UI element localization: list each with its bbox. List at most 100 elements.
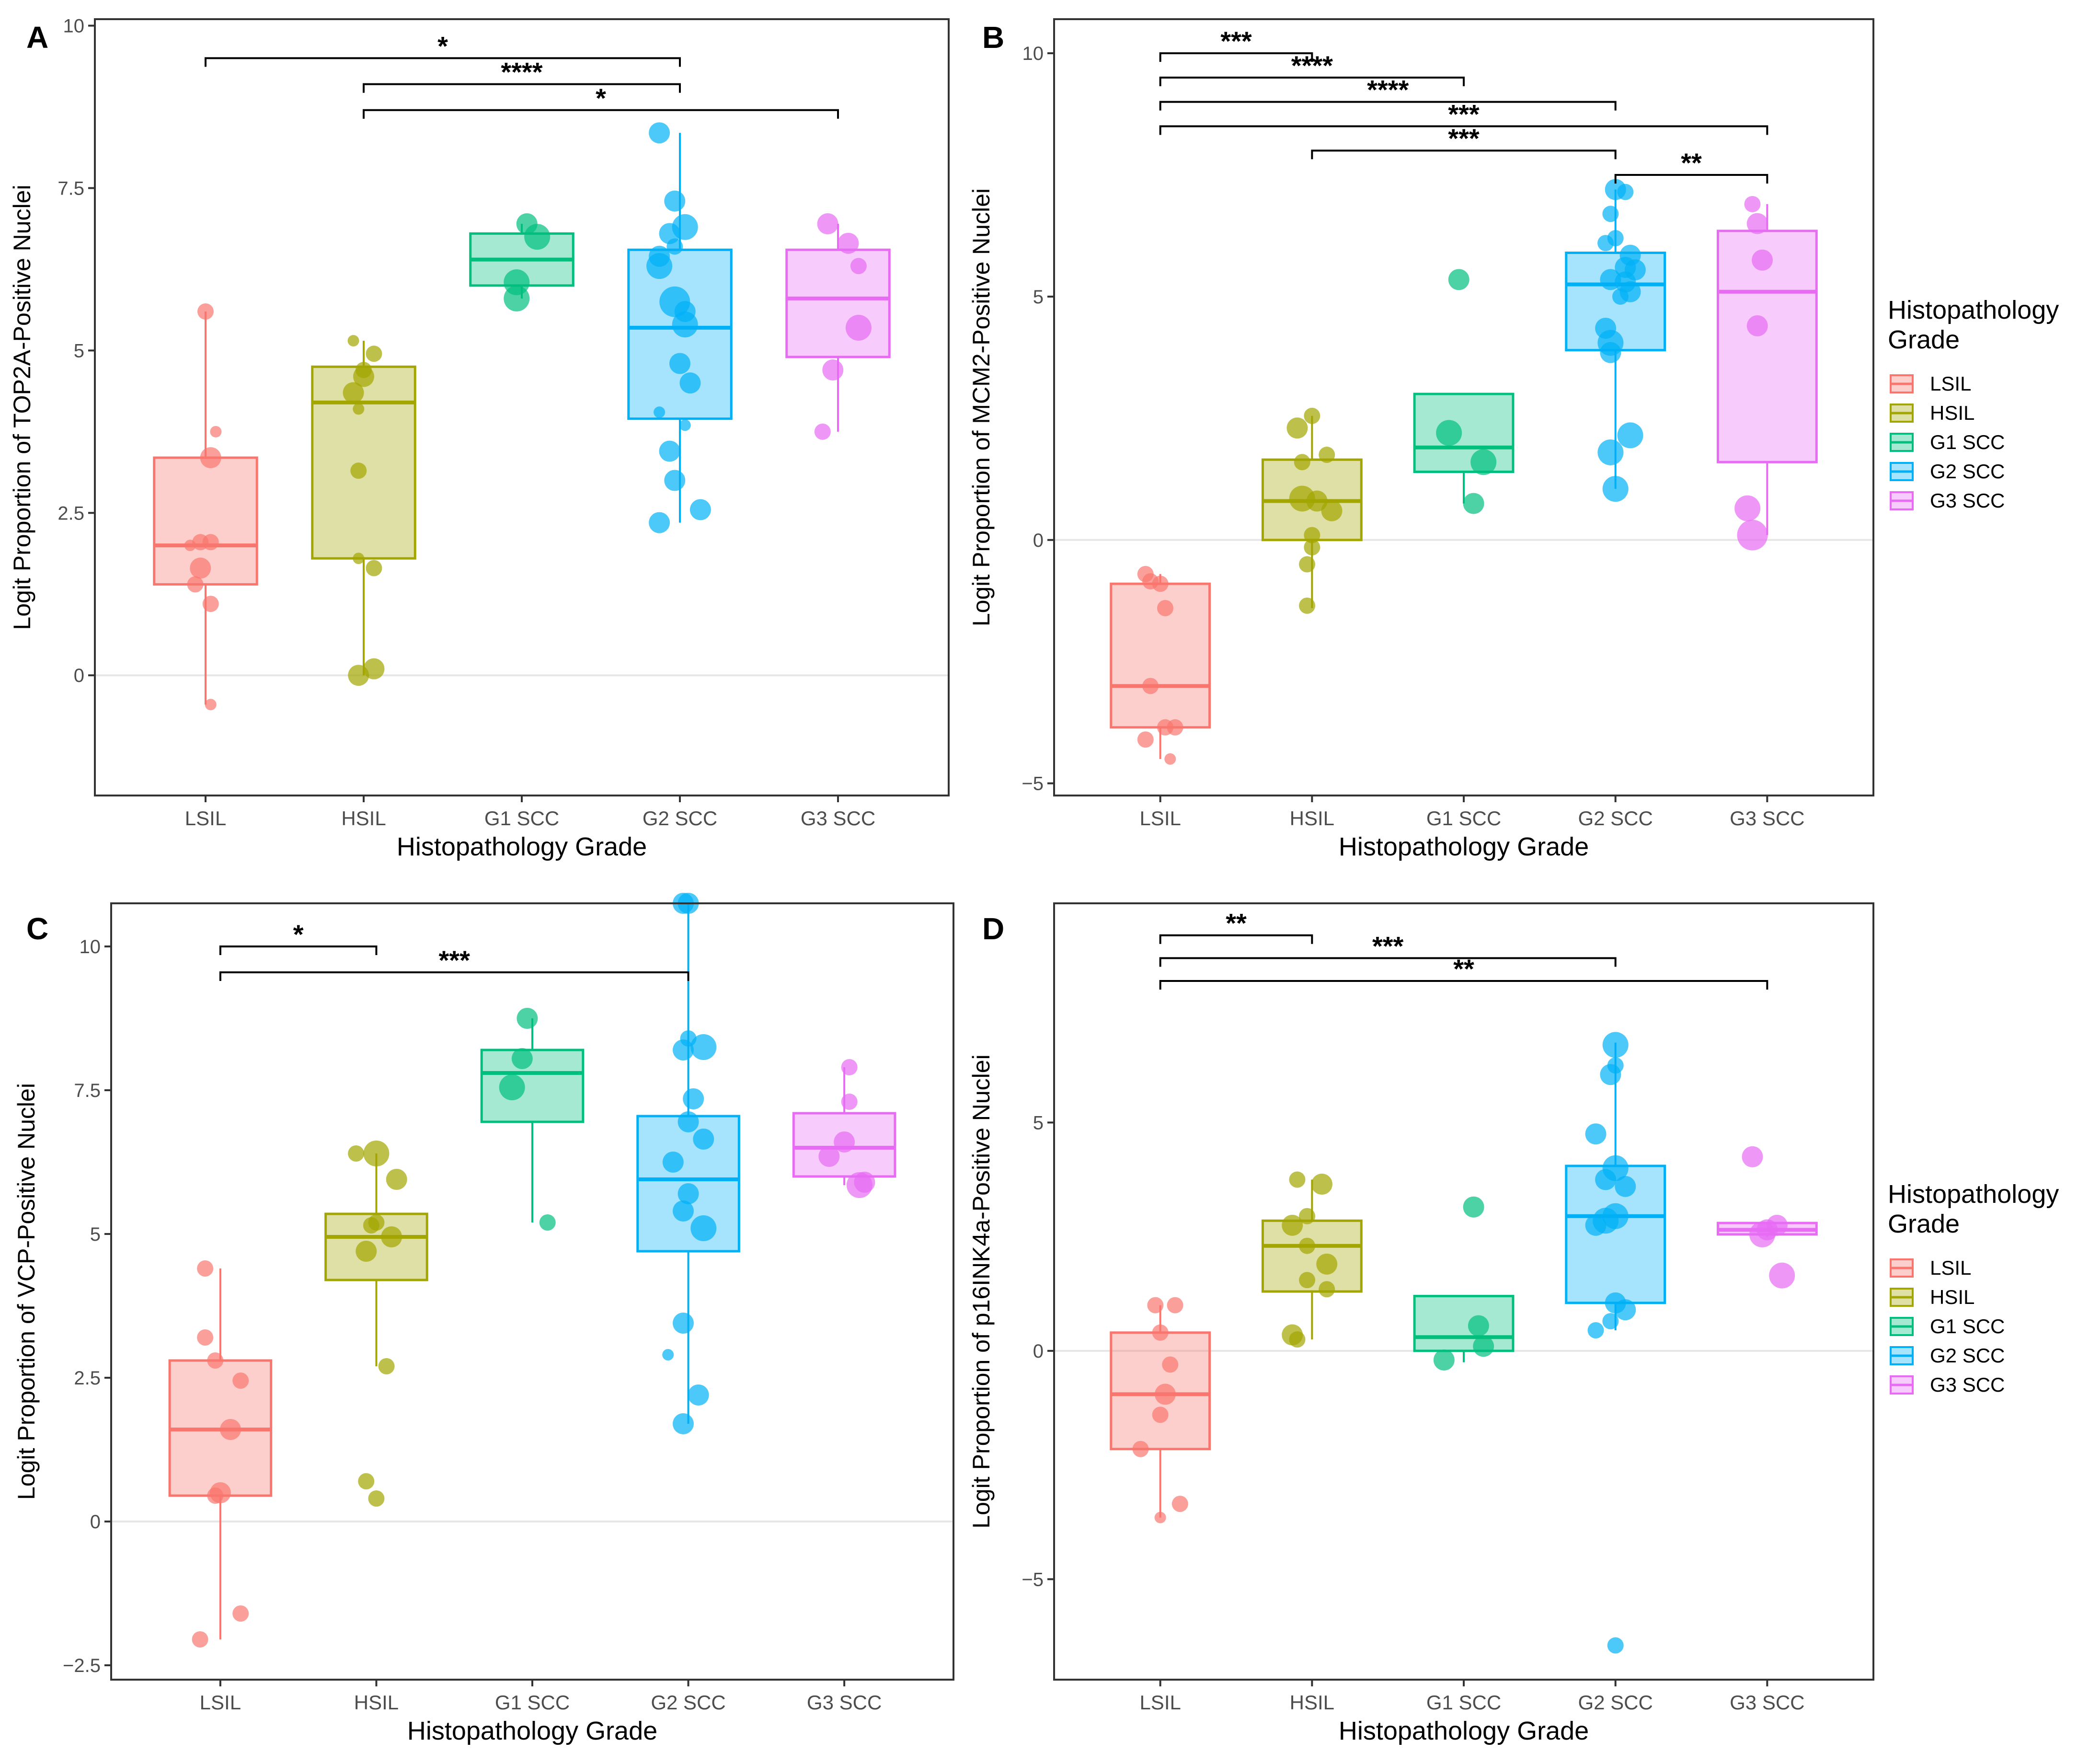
data-point	[1299, 1237, 1316, 1254]
data-point	[1468, 1315, 1489, 1337]
y-tick-label: 0	[90, 1511, 101, 1533]
y-tick-label: 10	[1022, 43, 1044, 64]
data-point	[822, 359, 844, 381]
data-point	[1152, 1324, 1169, 1341]
data-point	[1597, 439, 1624, 465]
data-point	[356, 362, 372, 379]
data-point	[1602, 476, 1629, 502]
data-point	[353, 403, 365, 415]
data-point	[368, 1214, 385, 1231]
data-point	[190, 557, 211, 579]
data-point	[693, 1129, 714, 1150]
bracket-line	[1159, 125, 1768, 135]
box-g3-scc	[785, 224, 891, 432]
data-point	[845, 314, 872, 341]
data-point	[205, 699, 217, 711]
data-point	[1742, 1146, 1763, 1167]
data-point	[197, 1260, 214, 1277]
legend-title: Grade	[1888, 1210, 1960, 1238]
legend-title: Grade	[1888, 325, 1960, 354]
legend-label: G1 SCC	[1930, 431, 2005, 453]
data-point	[1286, 417, 1308, 439]
data-point	[677, 1111, 699, 1132]
significance-bracket: ****	[1159, 50, 1465, 86]
x-tick-label: G1 SCC	[1426, 1691, 1501, 1714]
x-axis-title: Histopathology Grade	[1339, 1717, 1589, 1745]
data-point	[504, 285, 530, 311]
data-point	[646, 253, 673, 279]
data-point	[1289, 1331, 1306, 1348]
y-axis-title: Logit Proportion of TOP2A-Positive Nucle…	[9, 184, 35, 630]
data-point	[1607, 1637, 1624, 1654]
y-axis-title: Logit Proportion of VCP-Positive Nuclei	[13, 1083, 40, 1500]
data-point	[1164, 753, 1176, 765]
significance-bracket: *	[219, 919, 378, 955]
significance-bracket: ***	[1159, 99, 1768, 135]
data-point	[366, 560, 382, 576]
significance-bracket: ***	[219, 945, 689, 981]
data-point	[649, 512, 670, 533]
data-point	[689, 499, 711, 520]
data-point	[1137, 731, 1154, 748]
data-point	[207, 1487, 224, 1504]
data-point	[677, 1183, 699, 1204]
data-point	[1744, 196, 1761, 212]
data-point	[368, 1490, 385, 1507]
data-point	[1152, 1407, 1169, 1423]
data-point	[202, 596, 219, 612]
significance-label: *	[437, 31, 448, 61]
x-tick-label: LSIL	[1139, 807, 1181, 830]
data-point	[814, 423, 831, 440]
data-point	[1299, 597, 1316, 614]
data-point	[649, 122, 670, 144]
x-tick-label: G3 SCC	[1730, 807, 1804, 830]
data-point	[517, 1008, 538, 1029]
panel-letter: C	[26, 911, 48, 946]
legend-label: G2 SCC	[1930, 460, 2005, 483]
legend-key: G1 SCC	[1890, 431, 2005, 453]
legend-label: HSIL	[1930, 402, 1975, 424]
legend-key: G3 SCC	[1890, 489, 2005, 512]
data-point	[356, 1241, 377, 1262]
legend-key: G2 SCC	[1890, 460, 2005, 483]
y-tick-label: 5	[90, 1224, 101, 1245]
significance-label: ***	[1372, 931, 1404, 961]
significance-bracket: **	[1159, 954, 1768, 990]
data-point	[818, 1146, 840, 1167]
x-tick-label: G3 SCC	[1730, 1691, 1804, 1714]
panel-letter: A	[26, 20, 48, 55]
bracket-line	[1159, 52, 1313, 62]
data-point	[1142, 678, 1159, 694]
y-axis-title: Logit Proportion of MCM2-Positive Nuclei	[968, 188, 995, 626]
data-point	[363, 1141, 390, 1166]
data-point	[690, 1215, 717, 1241]
bracket-line	[1614, 174, 1768, 184]
x-tick-label: G2 SCC	[1578, 1691, 1653, 1714]
data-point	[1311, 1174, 1332, 1195]
data-point	[1294, 454, 1310, 471]
y-tick-label: 2.5	[57, 503, 84, 524]
data-point	[539, 1214, 556, 1231]
data-point	[511, 1048, 533, 1069]
significance-label: ***	[439, 945, 471, 975]
data-point	[666, 238, 683, 255]
y-tick-label: 2.5	[74, 1368, 101, 1389]
data-point	[690, 1034, 717, 1060]
box-body	[1413, 1295, 1515, 1352]
data-point	[1766, 1214, 1788, 1236]
y-tick-label: −5	[1022, 773, 1044, 795]
y-tick-label: 5	[1033, 287, 1044, 308]
data-point	[817, 213, 838, 235]
significance-bracket: ***	[1159, 931, 1617, 967]
data-point	[850, 258, 867, 275]
data-point	[1319, 447, 1335, 463]
box-body	[480, 1049, 585, 1123]
data-point	[1147, 1297, 1164, 1314]
legend-key: LSIL	[1890, 1257, 1971, 1279]
legend-title: Histopathology	[1888, 296, 2059, 324]
significance-label: ****	[1367, 75, 1409, 105]
data-point	[1615, 1299, 1636, 1321]
box-body	[785, 248, 891, 358]
x-tick-label: G3 SCC	[807, 1691, 882, 1714]
